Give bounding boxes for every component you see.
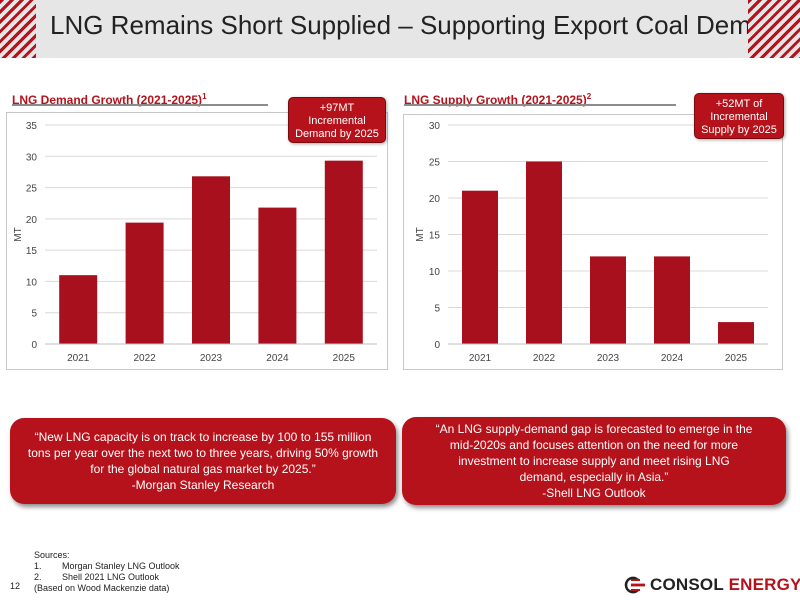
supply-y-tick-label: 15 (429, 231, 441, 242)
supply-callout-line-2: Incremental (710, 111, 768, 123)
demand-heading-text: LNG Demand Growth (2021-2025) (12, 93, 203, 107)
demand-bar-2021 (59, 275, 98, 344)
supply-x-tick-label: 2024 (661, 353, 684, 364)
logo-text: CONSOL ENERGY (650, 575, 800, 595)
quote-right-line-1: “An LNG supply-demand gap is forecasted … (435, 422, 753, 436)
demand-y-tick-label: 20 (26, 215, 38, 226)
quote-right-line-2: mid-2020s and focuses attention on the n… (449, 438, 739, 452)
supply-y-tick-label: 5 (434, 304, 440, 315)
supply-y-tick-label: 10 (429, 267, 441, 278)
supply-bar-2022 (526, 161, 562, 344)
title-bar: LNG Remains Short Supplied – Supporting … (0, 0, 800, 58)
demand-x-tick-label: 2023 (200, 353, 223, 364)
demand-y-tick-label: 0 (31, 340, 37, 351)
supply-heading-footnote: 2 (586, 92, 592, 101)
title-stripes-left (0, 0, 36, 58)
supply-chart-heading: LNG Supply Growth (2021-2025)2 (404, 92, 591, 107)
supply-y-tick-label: 0 (434, 340, 440, 351)
supply-bar-2023 (590, 256, 626, 344)
supply-bar-2021 (462, 190, 498, 344)
quote-left-line-3: for the global natural gas market by 202… (90, 462, 316, 476)
supply-y-tick-label: 20 (429, 194, 441, 205)
demand-callout-line-2: Incremental (308, 115, 366, 127)
quote-morgan-stanley: “New LNG capacity is on track to increas… (10, 418, 396, 504)
quote-right-line-5: -Shell LNG Outlook (542, 486, 646, 500)
demand-bar-2025 (324, 160, 363, 344)
demand-heading-rule (12, 104, 268, 106)
quote-right-text: “An LNG supply-demand gap is forecasted … (436, 421, 753, 501)
sources-note: (Based on Wood Mackenzie data) (34, 583, 170, 593)
supply-y-tick-label: 30 (429, 121, 441, 132)
demand-x-tick-label: 2022 (133, 353, 156, 364)
source-item: 2. Shell 2021 LNG Outlook (34, 572, 180, 583)
quote-shell: “An LNG supply-demand gap is forecasted … (402, 417, 786, 505)
source-number: 1. (34, 561, 42, 571)
demand-heading-footnote: 1 (202, 92, 207, 101)
supply-heading-rule (404, 104, 676, 106)
quote-left-text: “New LNG capacity is on track to increas… (28, 429, 378, 493)
slide-title: LNG Remains Short Supplied – Supporting … (50, 10, 795, 40)
demand-y-tick-label: 35 (26, 121, 38, 132)
supply-y-axis-title: MT (415, 227, 426, 241)
supply-y-tick-label: 25 (429, 158, 441, 169)
supply-heading-text: LNG Supply Growth (2021-2025) (404, 93, 587, 107)
consol-energy-logo: CONSOL ENERGY (624, 575, 800, 595)
demand-y-tick-label: 10 (26, 277, 38, 288)
supply-callout: +52MT of Incremental Supply by 2025 (694, 93, 784, 139)
supply-x-tick-label: 2022 (533, 353, 556, 364)
supply-x-tick-label: 2025 (725, 353, 748, 364)
supply-x-tick-label: 2021 (469, 353, 492, 364)
logo-text-part1: CONSOL (650, 575, 724, 594)
demand-callout-line-3: Demand by 2025 (295, 128, 379, 140)
demand-y-tick-label: 5 (31, 309, 37, 320)
source-item: 1. Morgan Stanley LNG Outlook (34, 561, 180, 572)
logo-text-part2: ENERGY (728, 575, 800, 594)
demand-callout: +97MT Incremental Demand by 2025 (288, 97, 386, 143)
demand-y-axis-title: MT (13, 227, 24, 241)
source-number: 2. (34, 572, 42, 582)
title-stripes-right (748, 0, 800, 58)
demand-y-tick-label: 15 (26, 246, 38, 257)
source-text: Shell 2021 LNG Outlook (62, 572, 160, 582)
demand-bar-2024 (258, 207, 297, 344)
demand-x-tick-label: 2024 (266, 353, 289, 364)
quote-right-line-4: demand, especially in Asia.” (519, 470, 669, 484)
demand-y-tick-label: 30 (26, 152, 38, 163)
consol-logo-icon (624, 576, 645, 594)
demand-y-tick-label: 25 (26, 184, 38, 195)
demand-chart-frame: 0 5 10 15 20 25 30 35 MT 2021 2022 2023 2024 2025 (6, 112, 388, 370)
demand-bar-2022 (125, 222, 164, 344)
quote-left-line-4: -Morgan Stanley Research (131, 478, 275, 492)
demand-chart-heading: LNG Demand Growth (2021-2025)1 (12, 92, 207, 107)
demand-callout-line-1: +97MT (319, 102, 355, 114)
quote-left-line-2: tons per year over the next two to three… (27, 446, 379, 460)
demand-x-tick-label: 2021 (67, 353, 90, 364)
demand-x-tick-label: 2025 (333, 353, 356, 364)
quote-right-line-3: investment to increase supply and meet r… (458, 454, 730, 468)
demand-bar-2023 (192, 176, 230, 344)
supply-bar-2025 (718, 322, 754, 344)
sources-block: Sources: 1. Morgan Stanley LNG Outlook 2… (34, 550, 180, 594)
page-number: 12 (10, 581, 21, 591)
supply-x-tick-label: 2023 (597, 353, 620, 364)
source-text: Morgan Stanley LNG Outlook (62, 561, 180, 571)
sources-label: Sources: (34, 550, 70, 560)
supply-chart-frame: 0 5 10 15 20 25 30 MT 2021 2022 2023 2024 2025 (403, 114, 783, 370)
supply-callout-line-1: +52MT of (715, 98, 763, 110)
supply-bar-2024 (654, 256, 690, 344)
quote-left-line-1: “New LNG capacity is on track to increas… (34, 430, 372, 444)
supply-callout-line-3: Supply by 2025 (701, 124, 777, 136)
